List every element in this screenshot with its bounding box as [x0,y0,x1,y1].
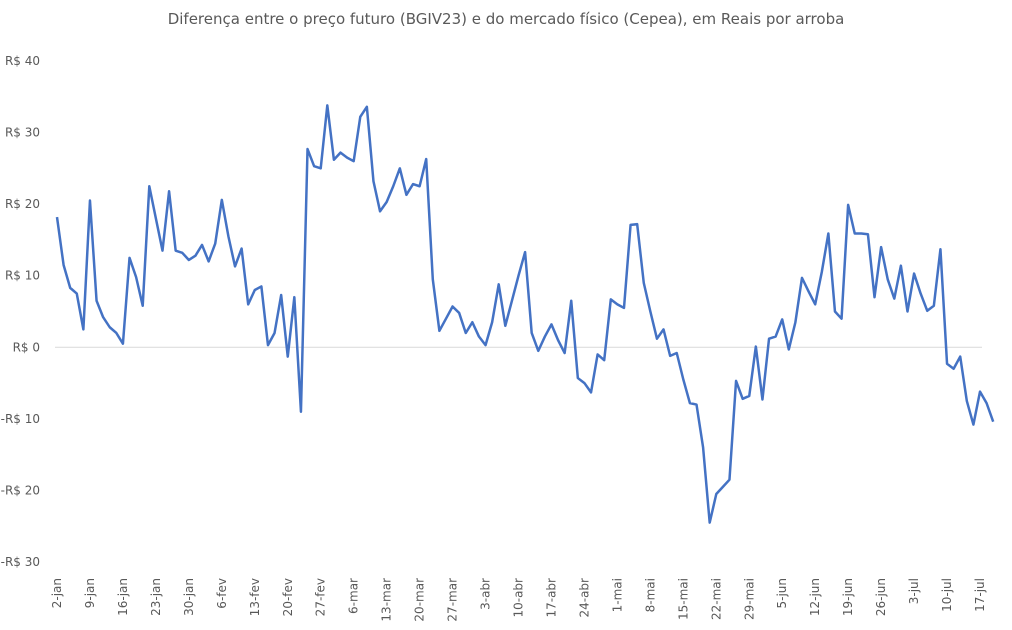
x-tick-label: 10-jul [940,578,954,612]
y-tick-label: -R$ 20 [1,483,40,497]
x-tick-label: 9-jan [83,578,97,608]
x-tick-label: 29-mai [742,578,756,620]
x-tick-label: 2-jan [50,578,64,608]
x-tick-label: 23-jan [149,578,163,616]
x-tick-label: 5-jun [775,578,789,609]
y-tick-label: R$ 10 [5,269,40,283]
x-tick-label: 10-abr [512,578,526,618]
x-tick-label: 8-mai [643,578,657,612]
y-tick-label: R$ 30 [5,126,40,140]
y-tick-label: R$ 0 [13,340,40,354]
y-tick-label: R$ 20 [5,197,40,211]
x-tick-label: 13-fev [248,578,262,616]
x-tick-label: 13-mar [380,578,394,622]
x-tick-label: 3-jul [907,578,921,604]
x-tick-label: 30-jan [182,578,196,616]
x-tick-label: 17-abr [544,578,558,618]
x-tick-label: 19-jun [841,578,855,616]
chart-title: Diferença entre o preço futuro (BGIV23) … [168,10,845,28]
y-tick-label: R$ 40 [5,54,40,68]
x-tick-label: 17-jul [973,578,987,612]
x-tick-label: 27-fev [314,578,328,616]
x-tick-label: 16-jan [116,578,130,616]
x-tick-label: 6-mar [347,578,361,614]
x-tick-label: 3-abr [479,578,493,610]
x-tick-label: 26-jun [874,578,888,616]
x-tick-label: 20-mar [413,578,427,622]
x-tick-label: 20-fev [281,578,295,616]
x-tick-label: 6-fev [215,578,229,609]
x-tick-label: 12-jun [808,578,822,616]
data-line [55,104,995,524]
x-tick-label: 1-mai [610,578,624,612]
x-tick-label: 27-mar [446,578,460,622]
y-tick-label: -R$ 30 [1,555,40,569]
x-tick-label: 22-mai [709,578,723,620]
y-tick-label: -R$ 10 [1,412,40,426]
x-tick-label: 24-abr [577,578,591,618]
x-tick-label: 15-mai [676,578,690,620]
